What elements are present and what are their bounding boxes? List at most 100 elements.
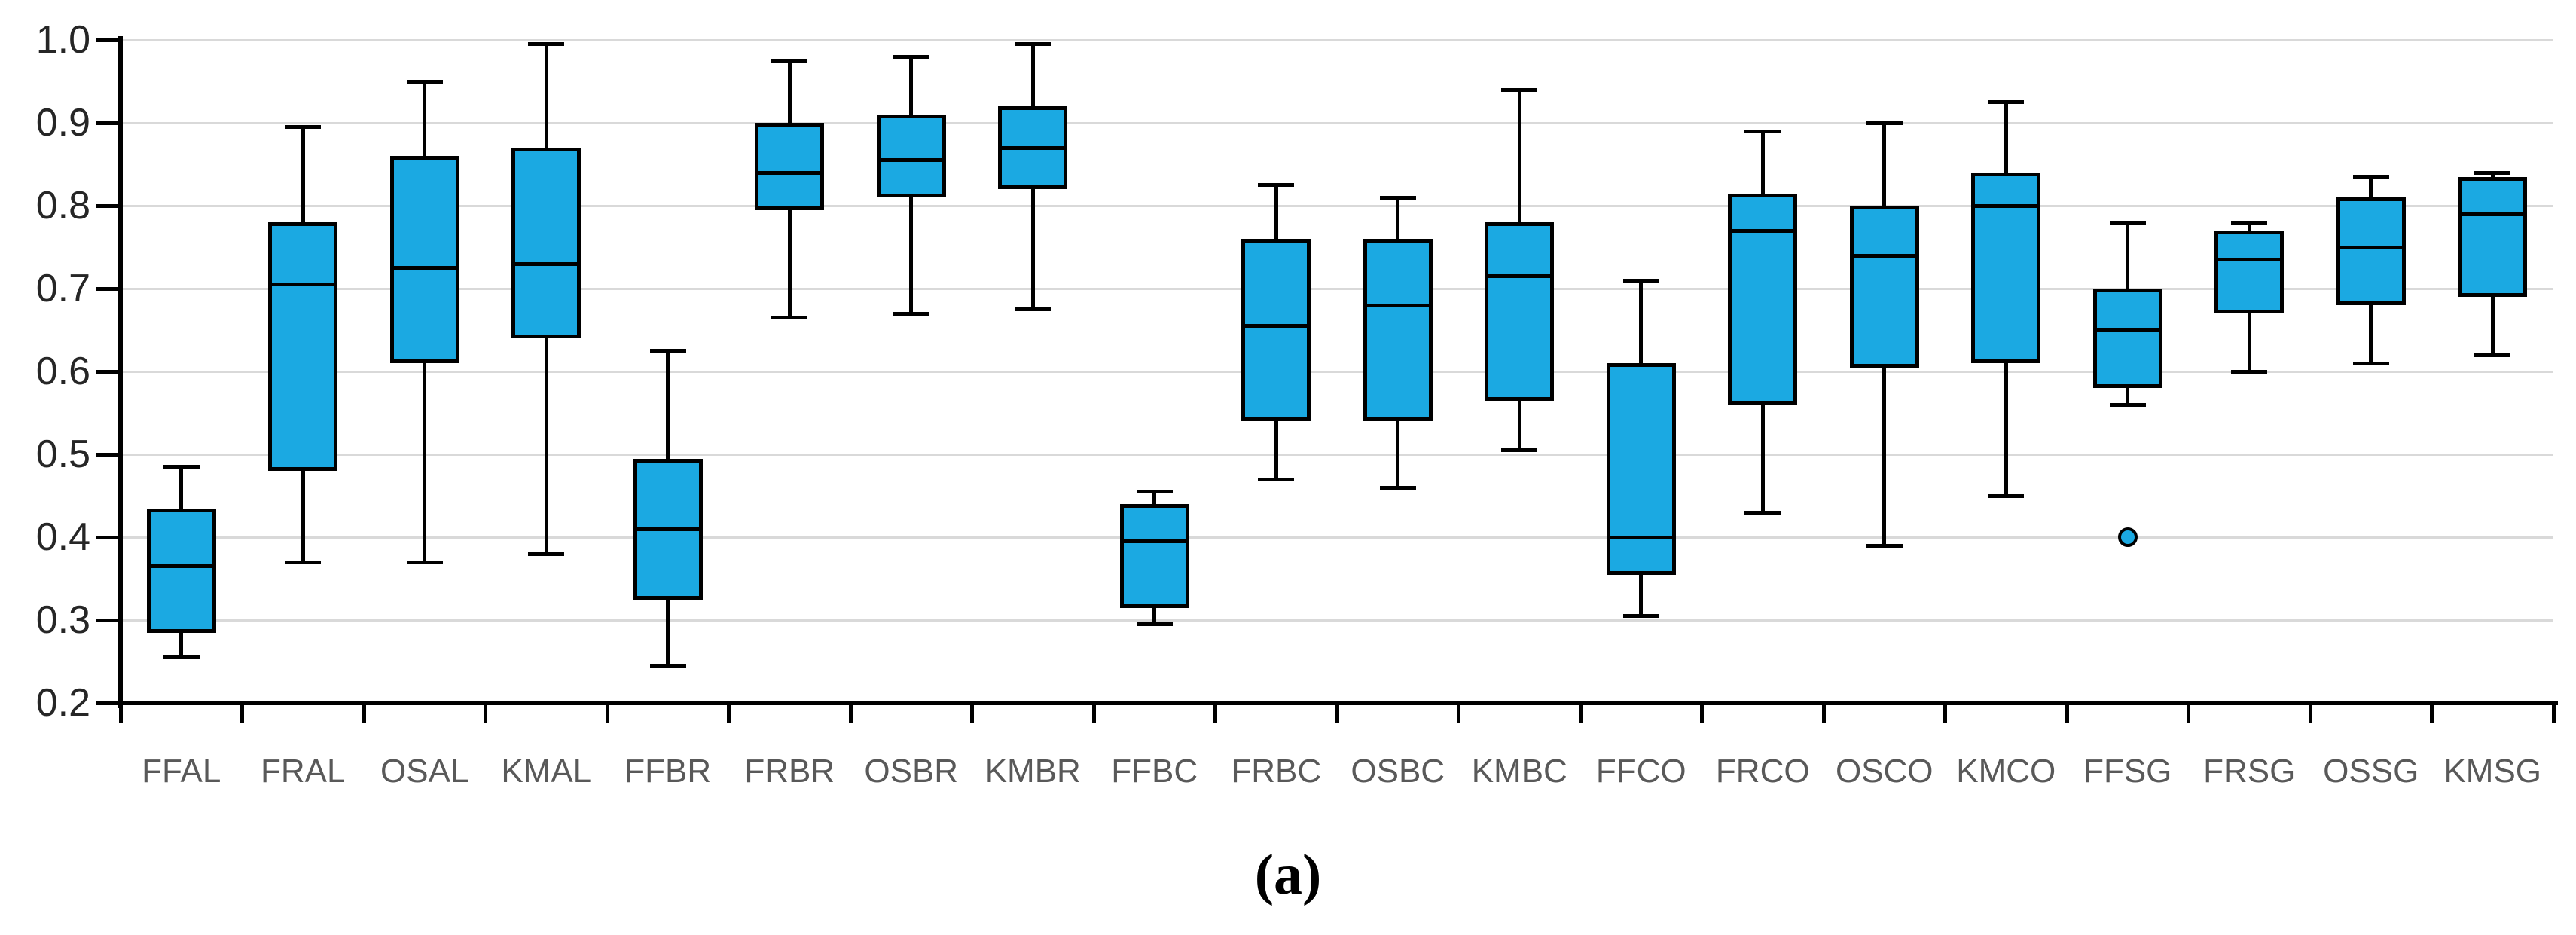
x-category-label: FRSG (2203, 753, 2296, 790)
y-tick-label: 0.4 (35, 515, 90, 559)
x-category-label: KMBC (1471, 753, 1567, 790)
whisker-cap-top (2231, 220, 2268, 225)
x-category-label: OSSG (2323, 753, 2419, 790)
whisker-cap-top (1744, 129, 1781, 133)
whisker-cap-top (285, 125, 322, 129)
box-iqr (1971, 173, 2041, 363)
whisker-cap-bottom (1258, 477, 1295, 481)
x-axis-tick (2551, 703, 2556, 723)
y-axis-tick (96, 286, 121, 291)
median-line (146, 564, 216, 568)
x-category-label: FRAL (261, 753, 346, 790)
whisker-cap-bottom (2352, 361, 2389, 365)
whisker-cap-top (771, 59, 808, 63)
whisker-cap-top (406, 79, 443, 84)
y-axis-tick (96, 121, 121, 125)
box-iqr (389, 156, 459, 363)
y-axis-tick (96, 369, 121, 374)
gridline (121, 204, 2553, 207)
whisker-cap-top (649, 349, 686, 353)
whisker-cap-top (1501, 87, 1538, 92)
x-category-label: KMSG (2443, 753, 2542, 790)
x-category-label: OSAL (380, 753, 469, 790)
y-tick-label: 0.2 (35, 681, 90, 725)
median-line (1728, 228, 1798, 233)
y-axis-tick (96, 618, 121, 622)
y-tick-label: 0.8 (35, 184, 90, 228)
x-category-label: KMBR (984, 753, 1081, 790)
x-category-label: FRCO (1715, 753, 1810, 790)
x-category-label: FFBR (624, 753, 712, 790)
gridline (121, 287, 2553, 290)
x-category-label: FRBC (1231, 753, 1322, 790)
box-iqr (1849, 206, 1919, 368)
box-iqr (2458, 176, 2528, 297)
median-line (755, 170, 825, 175)
box-iqr (1606, 363, 1676, 575)
x-category-label: FFCO (1595, 753, 1686, 790)
x-axis-tick (362, 703, 366, 723)
x-axis-tick (2065, 703, 2069, 723)
y-axis-tick (96, 452, 121, 457)
box-iqr (2214, 231, 2285, 313)
y-tick-label: 0.9 (35, 101, 90, 145)
whisker-cap-bottom (1136, 622, 1173, 626)
whisker-cap-bottom (2474, 353, 2511, 357)
box-iqr (1363, 239, 1433, 421)
gridline (121, 536, 2553, 539)
whisker-cap-bottom (649, 664, 686, 668)
whisker-cap-top (1136, 490, 1173, 493)
x-axis-tick (240, 703, 244, 723)
box-iqr (1241, 239, 1311, 421)
median-line (1241, 324, 1311, 328)
median-line (1606, 535, 1676, 539)
x-axis-tick (1213, 703, 1217, 723)
x-category-label: KMCO (1956, 753, 2056, 790)
median-line (511, 261, 581, 266)
whisker-cap-bottom (2231, 369, 2268, 374)
whisker-cap-bottom (285, 560, 322, 564)
x-axis-tick (484, 703, 487, 723)
whisker-cap-top (163, 465, 200, 469)
x-category-label: OSCO (1835, 753, 1934, 790)
gridline (121, 453, 2553, 456)
x-axis-tick (1457, 703, 1460, 723)
y-axis-tick (96, 535, 121, 539)
whisker-cap-top (2109, 220, 2146, 225)
whisker-cap-bottom (1988, 493, 2025, 498)
whisker-cap-bottom (163, 655, 200, 659)
whisker-cap-top (1379, 195, 1416, 200)
whisker-cap-bottom (1379, 485, 1416, 490)
whisker-cap-top (1988, 100, 2025, 104)
gridline (121, 370, 2553, 373)
x-axis-tick (1700, 703, 1704, 723)
box-iqr (2336, 197, 2406, 305)
whisker-cap-bottom (2109, 402, 2146, 407)
x-axis-tick (1821, 703, 1826, 723)
median-line (1485, 274, 1555, 278)
x-axis-tick (848, 703, 853, 723)
x-category-label: FRBR (744, 753, 835, 790)
whisker-cap-bottom (406, 560, 443, 564)
median-line (2336, 245, 2406, 249)
box-iqr (876, 115, 946, 197)
y-axis-tick (96, 38, 121, 42)
median-line (1119, 539, 1189, 543)
whisker-cap-top (893, 54, 929, 59)
whisker-cap-bottom (1501, 448, 1538, 452)
whisker-cap-top (2352, 175, 2389, 179)
x-axis-tick (605, 703, 609, 723)
x-axis-tick (2187, 703, 2190, 723)
box-iqr (511, 148, 581, 338)
x-category-label: OSBR (864, 753, 959, 790)
whisker-cap-bottom (1744, 510, 1781, 515)
y-axis-tick (96, 203, 121, 208)
x-axis-line (110, 701, 2558, 705)
whisker-cap-bottom (1622, 614, 1659, 618)
whisker-cap-bottom (528, 552, 565, 556)
whisker-cap-bottom (771, 316, 808, 319)
x-category-label: FFAL (142, 753, 221, 790)
x-axis-tick (2430, 703, 2434, 723)
